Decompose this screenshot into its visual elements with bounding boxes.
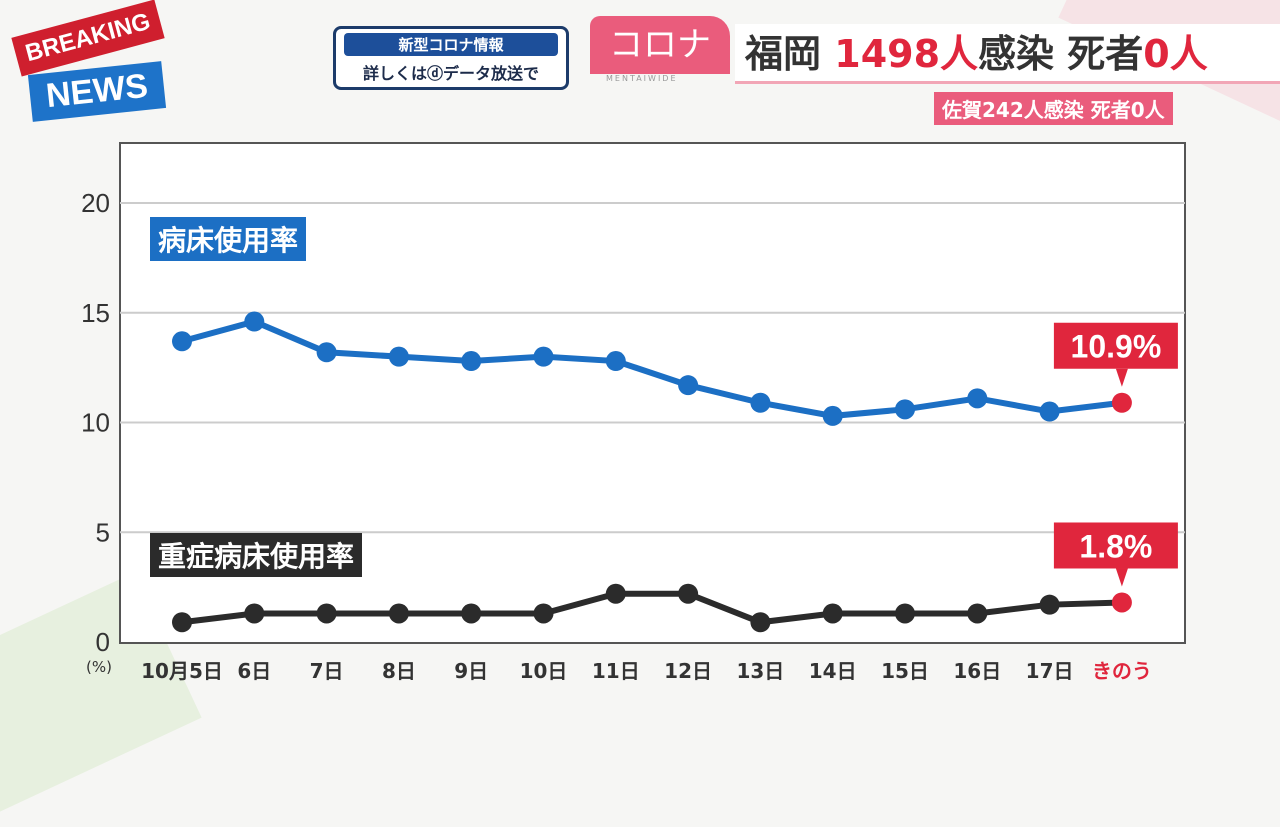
topic-tag: コロナ	[590, 16, 730, 74]
callout-value: 10.9%	[1071, 329, 1162, 365]
data-point	[172, 612, 192, 633]
x-tick-label: 13日	[736, 659, 784, 683]
line-chart: 0 5 10 15 20 (%) 10月5日 6日 7日 8日 9日 10日 11日 12日 13日 14日 1…	[81, 142, 1186, 683]
data-point	[1111, 392, 1132, 413]
data-point	[895, 603, 915, 624]
x-tick-label: 7日	[310, 659, 344, 683]
info-line2: 詳しくはⓓデータ放送で	[362, 64, 539, 83]
callout-value: 1.8%	[1079, 528, 1152, 564]
data-point	[822, 603, 843, 624]
callout-pointer	[1115, 568, 1128, 587]
series-label-bed-usage: 病床使用率	[150, 217, 307, 261]
x-tick-label: きのう	[1092, 659, 1152, 683]
data-point	[172, 331, 192, 352]
x-tick-label: 12日	[664, 659, 712, 683]
x-tick-label: 8日	[382, 659, 416, 683]
series-label-severe-bed-usage: 重症病床使用率	[150, 533, 363, 577]
data-point	[1039, 594, 1060, 615]
data-point	[533, 603, 554, 624]
secondary-headline: 佐賀242人感染 死者0人	[934, 92, 1173, 125]
data-point	[1111, 592, 1132, 613]
headline-count: 1498人	[834, 32, 979, 76]
data-point	[678, 583, 699, 604]
x-tick-label: 15日	[881, 659, 929, 683]
info-line1: 新型コロナ情報	[344, 33, 558, 56]
data-point	[1039, 401, 1060, 422]
x-tick-label: 11日	[592, 659, 640, 683]
x-tick-label: 17日	[1026, 659, 1074, 683]
data-point	[316, 342, 337, 363]
data-point	[605, 351, 626, 372]
data-point	[244, 311, 265, 332]
x-tick-label: 14日	[809, 659, 857, 683]
y-tick-label: 15	[81, 298, 110, 328]
headline: 福岡 1498人感染 死者0人	[735, 24, 1280, 84]
y-tick-label: 10	[81, 408, 110, 438]
x-tick-label: 16日	[953, 659, 1001, 683]
x-tick-label: 10日	[520, 659, 568, 683]
callout-box	[1053, 322, 1178, 369]
data-point	[461, 351, 482, 372]
data-point	[967, 603, 988, 624]
data-point	[605, 583, 626, 604]
headline-death-label: 死者	[1067, 32, 1144, 76]
callout-pointer	[1115, 368, 1128, 387]
callout-box	[1053, 522, 1178, 569]
data-point	[244, 603, 265, 624]
y-axis-unit: (%)	[86, 658, 112, 676]
info-box: 新型コロナ情報 詳しくはⓓデータ放送で	[333, 26, 569, 90]
data-point	[461, 603, 482, 624]
x-tick-label: 6日	[237, 659, 271, 683]
data-point	[316, 603, 337, 624]
x-tick-label: 9日	[454, 659, 488, 683]
headline-death: 0人	[1143, 32, 1208, 76]
data-point	[822, 405, 843, 426]
data-point	[895, 399, 915, 420]
y-tick-label: 5	[96, 517, 110, 547]
data-point	[533, 346, 554, 367]
x-tick-label: 10月5日	[141, 659, 223, 683]
program-name: MENTAIWIDE	[606, 74, 678, 83]
data-point	[967, 388, 988, 409]
y-tick-label: 20	[81, 188, 110, 218]
headline-infect: 感染	[978, 32, 1055, 76]
data-point	[388, 603, 409, 624]
data-point	[678, 375, 699, 396]
data-point	[750, 392, 771, 413]
series-line	[181, 590, 1122, 626]
data-point	[750, 612, 771, 633]
headline-place: 福岡	[745, 32, 822, 76]
series-line	[181, 318, 1123, 419]
data-point	[388, 346, 409, 367]
y-tick-label: 0	[96, 627, 110, 657]
